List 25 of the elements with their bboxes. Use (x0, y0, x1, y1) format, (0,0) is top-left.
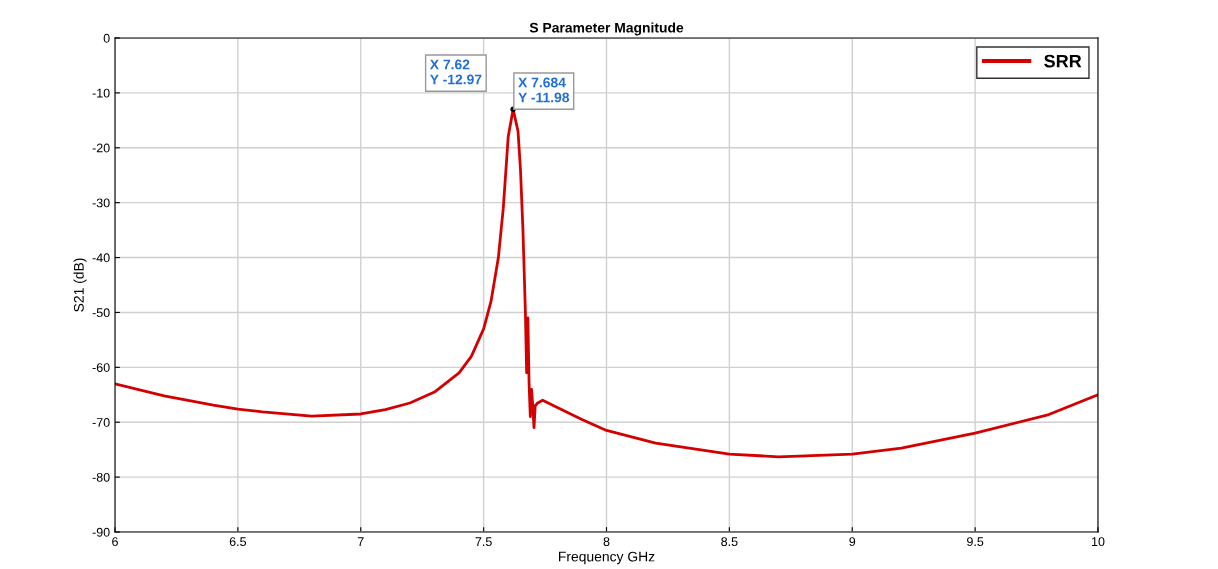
y-tick-label: -60 (92, 363, 110, 372)
annotation: X 7.684 Y -11.98 (518, 77, 570, 103)
x-axis-title: Frequency GHz (559, 551, 655, 565)
y-tick-label: -40 (92, 253, 110, 263)
legend-label: SRR (1044, 54, 1082, 68)
x-tick-label: 6 (112, 537, 118, 547)
y-axis-title: S21 (dB) (73, 258, 87, 312)
y-tick-label: -90 (92, 527, 110, 537)
chart-title: S Parameter Magnitude (529, 22, 684, 36)
y-tick-label: -70 (92, 418, 110, 427)
x-tick-label: 9.5 (967, 537, 984, 547)
x-tick-label: 7.5 (475, 537, 492, 547)
x-tick-label: 6.5 (229, 537, 247, 547)
annotation: X 7.62 Y -12.97 (429, 59, 482, 85)
x-tick-label: 7 (357, 537, 364, 546)
x-tick-label: 10 (1092, 537, 1105, 547)
x-tick-label: 8 (603, 537, 610, 547)
y-tick-label: -30 (92, 198, 110, 208)
y-tick-label: 0 (103, 33, 110, 43)
y-tick-label: -80 (92, 472, 110, 482)
x-tick-label: 9 (849, 537, 856, 547)
x-tick-label: 8.5 (721, 537, 738, 547)
y-tick-label: -20 (92, 143, 110, 153)
y-tick-label: -10 (92, 88, 110, 98)
y-tick-label: -50 (92, 308, 110, 318)
